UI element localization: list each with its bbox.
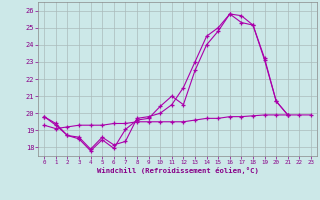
X-axis label: Windchill (Refroidissement éolien,°C): Windchill (Refroidissement éolien,°C) bbox=[97, 167, 259, 174]
